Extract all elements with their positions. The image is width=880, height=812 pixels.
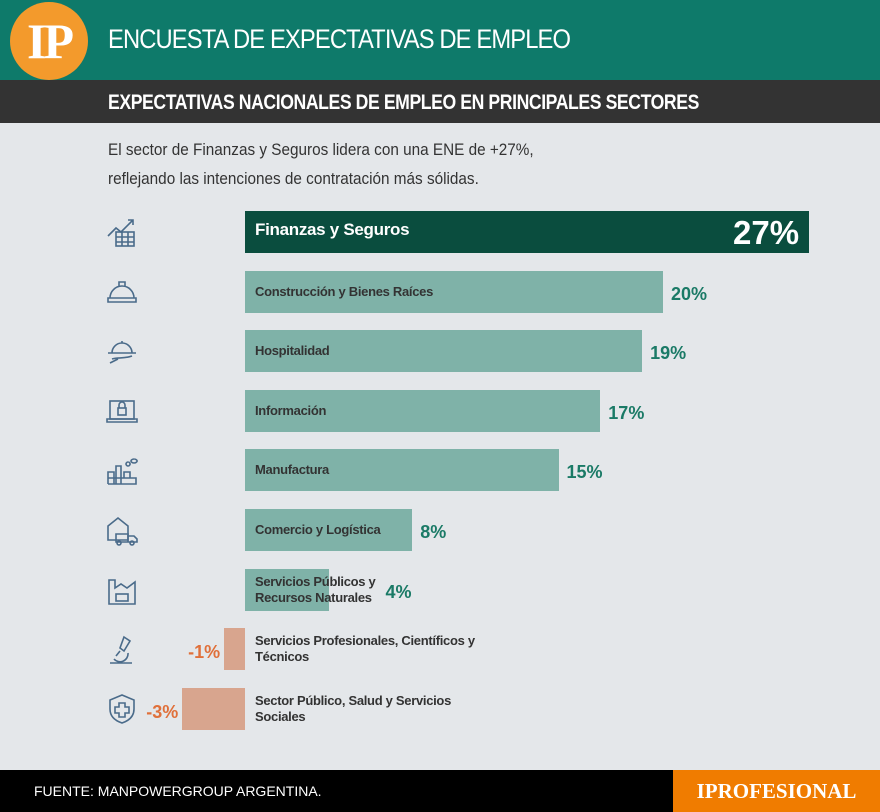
value-label: -3% bbox=[146, 701, 179, 722]
bar bbox=[245, 449, 559, 492]
shield-cross-icon bbox=[104, 691, 140, 727]
bar bbox=[182, 687, 245, 730]
value-label: 17% bbox=[608, 402, 645, 423]
value-label: 8% bbox=[420, 522, 447, 542]
bar bbox=[245, 330, 643, 373]
category-label: Servicios Profesionales, Científicos y T… bbox=[255, 633, 475, 665]
utility-plant-icon bbox=[104, 572, 140, 608]
value-label: 20% bbox=[671, 283, 708, 304]
description-line: El sector de Finanzas y Seguros lidera c… bbox=[108, 140, 534, 159]
description: El sector de Finanzas y Seguros lidera c… bbox=[108, 135, 534, 193]
subtitle-band bbox=[0, 80, 880, 123]
page-title: ENCUESTA DE EXPECTATIVAS DE EMPLEO bbox=[108, 24, 571, 54]
category-label: Hospitalidad bbox=[255, 343, 330, 359]
chart-subtitle: EXPECTATIVAS NACIONALES DE EMPLEO EN PRI… bbox=[108, 91, 699, 114]
source-note: FUENTE: MANPOWERGROUP ARGENTINA. bbox=[34, 783, 322, 799]
finance-chart-icon bbox=[104, 214, 140, 250]
bar bbox=[224, 628, 245, 671]
bar bbox=[245, 270, 663, 313]
ip-logo: IP bbox=[10, 2, 88, 80]
category-label: Servicios Públicos y Recursos Naturales bbox=[255, 573, 376, 605]
category-label: Construcción y Bienes Raíces bbox=[255, 283, 433, 299]
category-label: Sector Público, Salud y Servicios Social… bbox=[255, 692, 452, 724]
value-label: 19% bbox=[650, 343, 687, 364]
hard-hat-icon bbox=[104, 274, 140, 310]
category-label: Finanzas y Seguros bbox=[255, 220, 410, 239]
category-label: Manufactura bbox=[255, 462, 329, 478]
microscope-icon bbox=[104, 631, 140, 667]
brand-logo: IPROFESIONAL bbox=[673, 770, 880, 812]
warehouse-truck-icon bbox=[104, 512, 140, 548]
value-label: 27% bbox=[733, 214, 800, 251]
laptop-lock-icon bbox=[104, 393, 140, 429]
bar bbox=[245, 211, 810, 253]
bar bbox=[245, 568, 329, 611]
cloche-icon bbox=[104, 333, 140, 369]
bar bbox=[245, 509, 413, 551]
header-bar bbox=[0, 0, 880, 80]
factory-icon bbox=[104, 452, 140, 488]
category-label: Comercio y Logística bbox=[255, 522, 381, 537]
description-line: reflejando las intenciones de contrataci… bbox=[108, 169, 479, 188]
bar bbox=[245, 389, 601, 432]
value-label: 15% bbox=[566, 462, 603, 483]
value-label: 4% bbox=[385, 581, 412, 602]
category-label: Información bbox=[255, 402, 327, 418]
value-label: -1% bbox=[188, 642, 221, 663]
